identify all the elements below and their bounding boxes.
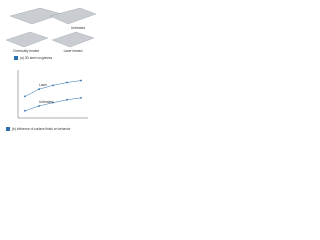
figure: Untreated Chemically treated Laser treat… xyxy=(5,7,97,131)
caption: (a) 3D steel roughness xyxy=(20,56,53,60)
trend-line xyxy=(24,97,82,112)
surface-untreated-b xyxy=(49,7,97,25)
surface-laser xyxy=(51,31,95,48)
point xyxy=(24,95,26,98)
series-label: Untreated xyxy=(39,100,53,104)
point xyxy=(52,84,54,87)
point xyxy=(24,109,26,112)
surface-chemical xyxy=(5,31,49,48)
trend-line xyxy=(24,80,82,97)
plot: Laser Untreated xyxy=(24,79,82,112)
caption-marker xyxy=(6,127,10,131)
point xyxy=(80,96,82,99)
series-label: Laser xyxy=(39,83,48,87)
point xyxy=(80,79,82,82)
surface-images xyxy=(5,7,97,48)
panel-label: Laser treated xyxy=(64,49,83,53)
panel-label: Chemically treated xyxy=(13,49,40,53)
point xyxy=(52,101,54,104)
panel-label: Untreated xyxy=(71,26,85,30)
caption-marker xyxy=(14,56,18,60)
point xyxy=(66,98,68,101)
point xyxy=(38,105,40,107)
caption: (b) Influence of surface finish on behav… xyxy=(12,127,71,131)
point xyxy=(66,81,68,84)
point xyxy=(38,88,40,91)
